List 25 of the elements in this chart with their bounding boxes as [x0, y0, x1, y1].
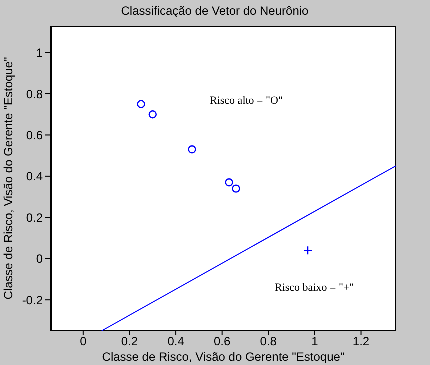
x-axis-title: Classe de Risco, Visão do Gerente "Estoque" [102, 350, 345, 364]
point [188, 146, 196, 154]
y-tick-label: 0.4 [26, 170, 44, 184]
annotation: Risco alto = "O" [210, 95, 283, 107]
x-tick-label: 0.6 [214, 334, 232, 349]
y-tick-label: 1 [36, 46, 44, 60]
y-tick-label: 0 [36, 252, 44, 266]
annotation: Risco baixo = "+" [275, 282, 354, 294]
y-tick-label: 0.2 [26, 210, 44, 225]
y-axis-title: Classe de Risco, Visão do Gerente "Estoque" [1, 57, 16, 300]
y-tick-label: 0.6 [26, 128, 44, 142]
point [232, 184, 240, 193]
chart-title: Classificação de Vetor do Neurônio [120, 4, 310, 18]
y-tick-label: 0.8 [26, 87, 44, 102]
x-tick-label: 0 [80, 334, 88, 349]
x-tick-label: 0.8 [260, 334, 278, 349]
point [137, 100, 146, 108]
point [225, 178, 234, 187]
x-tick-label: 1.2 [352, 334, 370, 349]
point [303, 246, 313, 256]
x-tick-label: 1 [312, 334, 319, 349]
x-tick-label: 0.4 [168, 334, 185, 349]
x-tick-label: 0.2 [121, 334, 138, 349]
point [148, 110, 157, 119]
y-tick-label: -0.2 [22, 293, 44, 308]
